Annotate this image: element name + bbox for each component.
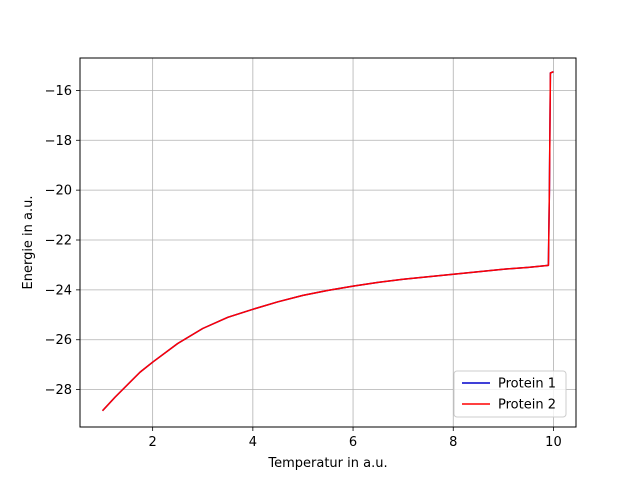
- grid: [80, 58, 576, 427]
- x-axis-label: Temperatur in a.u.: [267, 456, 387, 471]
- y-tick-label: −20: [45, 184, 72, 199]
- x-tick-label: 10: [545, 435, 562, 450]
- plot-frame: [79, 57, 577, 428]
- axis-ticks: 2 4 6 8 10 −28 −26 −24 −22 −20 −18 −16: [45, 84, 562, 450]
- series-line-2: [101, 71, 554, 412]
- legend: Protein 1 Protein 2: [453, 370, 567, 418]
- legend-label: Protein 2: [498, 398, 556, 413]
- series-lines: [101, 71, 554, 412]
- y-tick-label: −16: [45, 84, 72, 99]
- x-tick-label: 4: [249, 435, 257, 450]
- y-tick-label: −26: [45, 333, 72, 348]
- x-tick-label: 6: [349, 435, 357, 450]
- legend-label: Protein 1: [498, 377, 556, 392]
- x-tick-label: 8: [449, 435, 457, 450]
- y-tick-label: −22: [45, 234, 72, 249]
- x-tick-label: 2: [149, 435, 157, 450]
- y-axis-label: Energie in a.u.: [21, 195, 36, 289]
- y-tick-label: −28: [45, 383, 72, 398]
- y-tick-label: −18: [45, 134, 72, 149]
- y-tick-label: −24: [45, 283, 72, 298]
